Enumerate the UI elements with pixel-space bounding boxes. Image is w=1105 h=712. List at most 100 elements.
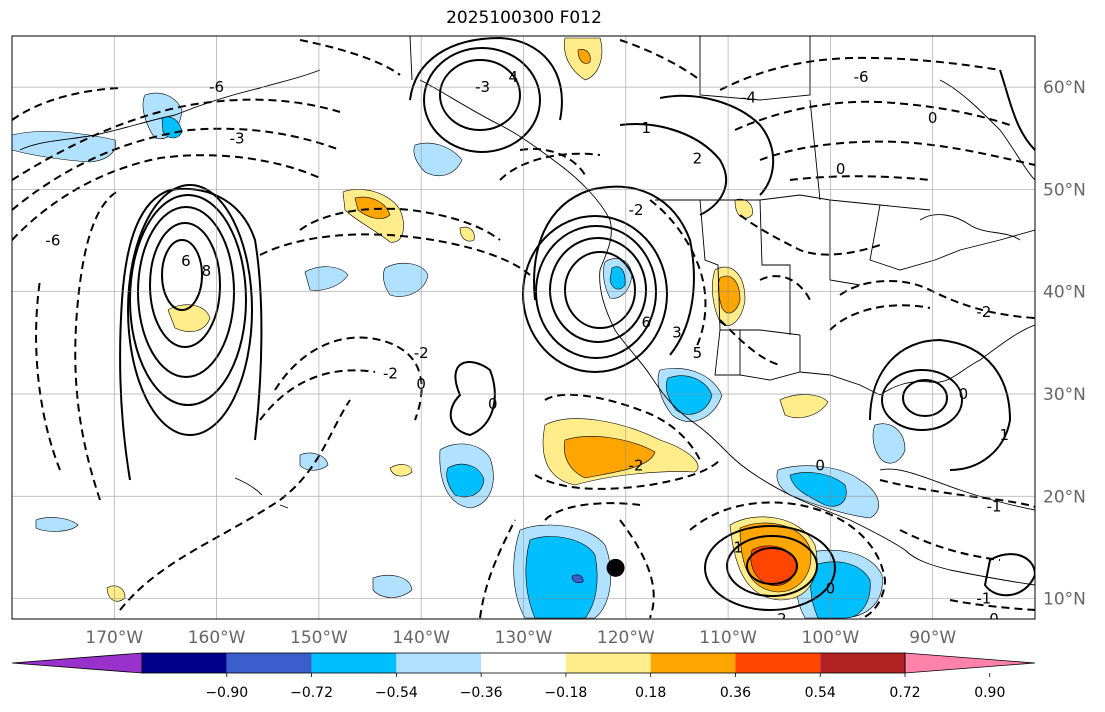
lat-axis: 10°N 20°N 30°N 40°N 50°N 60°N bbox=[1043, 78, 1086, 609]
contour-value-label: 0 bbox=[836, 160, 846, 178]
map-content: 68-6-3-6-2-2004-31-26352-2-6-400-201-101… bbox=[12, 36, 1035, 628]
lat-tick-label: 20°N bbox=[1043, 487, 1086, 507]
shade-negative-mid bbox=[525, 536, 598, 619]
lat-tick-label: 30°N bbox=[1043, 385, 1086, 405]
lon-tick-label: 100°W bbox=[802, 628, 860, 648]
contour-value-label: 0 bbox=[928, 109, 938, 127]
shade-positive-strong bbox=[750, 545, 797, 586]
shade-negative-light bbox=[413, 142, 463, 176]
shade-positive-mid bbox=[577, 49, 591, 64]
contour-value-label: 0 bbox=[416, 375, 426, 393]
shade-positive-light bbox=[779, 394, 829, 419]
shade-negative-mid bbox=[446, 464, 485, 498]
contour-value-label: 6 bbox=[641, 313, 651, 331]
map-title: 2025100300 F012 bbox=[446, 8, 602, 28]
shade-positive-light bbox=[389, 464, 413, 477]
contour-value-label: 4 bbox=[508, 68, 518, 86]
contour-value-label: 6 bbox=[181, 252, 191, 270]
colorbar-tick-label: 0.36 bbox=[720, 685, 751, 701]
contour-value-label: 0 bbox=[488, 395, 498, 413]
contour-value-label: -1 bbox=[976, 590, 991, 608]
contour-value-label: 1 bbox=[641, 119, 651, 137]
contour-value-label: 0 bbox=[989, 610, 999, 628]
contour-value-label: -2 bbox=[629, 457, 644, 475]
colorbar-outline bbox=[141, 652, 906, 674]
dashed-contours bbox=[12, 39, 1035, 619]
colorbar-segment bbox=[396, 653, 482, 673]
colorbar-segment bbox=[650, 653, 736, 673]
coastlines bbox=[19, 36, 1035, 586]
shade-positive-light bbox=[167, 304, 211, 332]
colorbar-tick-label: −0.54 bbox=[375, 685, 418, 701]
colorbar-tick-label: −0.72 bbox=[290, 685, 333, 701]
colorbar-segment bbox=[142, 653, 227, 673]
colorbar-tick-label: 0.90 bbox=[974, 685, 1005, 701]
colorbar-tick-label: 0.72 bbox=[889, 685, 920, 701]
contour-value-label: 2 bbox=[693, 150, 703, 168]
colorbar-tick-label: 0.54 bbox=[805, 685, 836, 701]
colorbar-extend-min bbox=[11, 652, 143, 674]
contour-value-label: -6 bbox=[854, 68, 869, 86]
contour-value-label: 3 bbox=[672, 324, 682, 342]
shade-negative-light bbox=[872, 423, 906, 464]
lon-tick-label: 110°W bbox=[699, 628, 757, 648]
colorbar-segment bbox=[481, 653, 566, 673]
lon-axis: 170°W 160°W 150°W 140°W 130°W 120°W 110°W 100°W… bbox=[85, 628, 956, 648]
lon-tick-label: 170°W bbox=[85, 628, 143, 648]
shade-negative-mid bbox=[609, 266, 626, 290]
contour-labels: 68-6-3-6-2-2004-31-26352-2-6-400-201-101… bbox=[45, 68, 1010, 628]
colorbar-tick-label: −0.18 bbox=[544, 685, 587, 701]
colorbar-segment bbox=[226, 653, 312, 673]
lon-tick-label: 140°W bbox=[392, 628, 450, 648]
lat-tick-label: 40°N bbox=[1043, 283, 1086, 303]
contour-value-label: -2 bbox=[976, 303, 991, 321]
colorbar-segment bbox=[565, 653, 651, 673]
lon-tick-label: 150°W bbox=[290, 628, 348, 648]
lat-tick-label: 10°N bbox=[1043, 590, 1086, 610]
colorbar-segment bbox=[311, 653, 397, 673]
contour-value-label: -4 bbox=[741, 88, 756, 106]
contour-value-label: 1 bbox=[734, 538, 744, 556]
shade-negative-mid bbox=[789, 472, 847, 507]
shade-negative-light bbox=[372, 575, 413, 598]
contour-value-label: 0 bbox=[826, 579, 836, 597]
colorbar-segment bbox=[820, 653, 905, 673]
colorbar-tick-label: −0.36 bbox=[460, 685, 503, 701]
map-border bbox=[11, 35, 1036, 620]
shade-negative-dark bbox=[571, 574, 584, 584]
shade-negative-light bbox=[383, 262, 429, 297]
shade-positive-mid bbox=[564, 436, 656, 479]
contour-value-label: 5 bbox=[693, 344, 703, 362]
contour-value-label: -2 bbox=[629, 201, 644, 219]
shade-negative-mid bbox=[665, 375, 713, 415]
lat-tick-label: 50°N bbox=[1043, 180, 1086, 200]
contour-value-label: -6 bbox=[209, 78, 224, 96]
shade-negative-light bbox=[12, 131, 116, 163]
colorbar: −0.90 −0.72 −0.54 −0.36 −0.18 0.18 0.36 0.54 0.7… bbox=[11, 652, 1036, 701]
shade-positive-light bbox=[459, 226, 475, 242]
colorbar-tick-label: −0.90 bbox=[205, 685, 248, 701]
lon-tick-label: 120°W bbox=[597, 628, 655, 648]
shade-negative-light bbox=[35, 517, 79, 532]
contour-value-label: -2 bbox=[772, 610, 787, 628]
colorbar-extend-max bbox=[904, 652, 1036, 674]
lon-tick-label: 130°W bbox=[495, 628, 553, 648]
contour-value-label: 0 bbox=[959, 385, 969, 403]
shade-positive-mid bbox=[354, 196, 391, 219]
gridlines bbox=[12, 36, 1035, 619]
location-marker bbox=[606, 558, 625, 577]
lon-tick-label: 90°W bbox=[909, 628, 956, 648]
colorbar-tick-label: 0.18 bbox=[635, 685, 666, 701]
shade-negative-mid bbox=[810, 561, 871, 619]
colorbar-segment bbox=[735, 653, 821, 673]
contour-value-label: -2 bbox=[383, 365, 398, 383]
lon-tick-label: 160°W bbox=[188, 628, 246, 648]
shade-negative-light bbox=[299, 452, 329, 471]
contour-value-label: -1 bbox=[987, 497, 1002, 515]
contour-value-label: -3 bbox=[475, 78, 490, 96]
shading-layer bbox=[12, 37, 906, 619]
contour-value-label: -6 bbox=[45, 232, 60, 250]
contour-value-label: 1 bbox=[1000, 426, 1010, 444]
lat-tick-label: 60°N bbox=[1043, 78, 1086, 98]
